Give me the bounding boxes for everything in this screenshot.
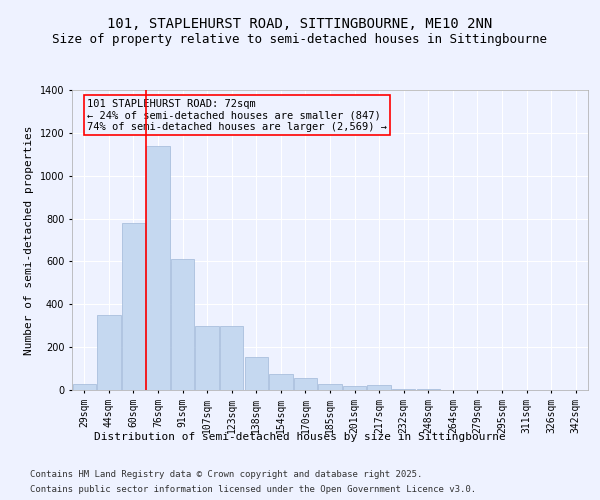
Bar — [73, 384, 96, 390]
Text: 101, STAPLEHURST ROAD, SITTINGBOURNE, ME10 2NN: 101, STAPLEHURST ROAD, SITTINGBOURNE, ME… — [107, 18, 493, 32]
Bar — [245, 357, 268, 390]
Bar — [196, 326, 219, 390]
Text: 101 STAPLEHURST ROAD: 72sqm
← 24% of semi-detached houses are smaller (847)
74% : 101 STAPLEHURST ROAD: 72sqm ← 24% of sem… — [87, 98, 387, 132]
Text: Contains HM Land Registry data © Crown copyright and database right 2025.: Contains HM Land Registry data © Crown c… — [30, 470, 422, 479]
Text: Contains public sector information licensed under the Open Government Licence v3: Contains public sector information licen… — [30, 485, 476, 494]
Y-axis label: Number of semi-detached properties: Number of semi-detached properties — [24, 125, 34, 355]
Bar — [220, 326, 244, 390]
Bar — [319, 384, 341, 390]
Bar — [392, 389, 415, 390]
Text: Size of property relative to semi-detached houses in Sittingbourne: Size of property relative to semi-detach… — [53, 32, 548, 46]
Bar — [343, 386, 366, 390]
Bar — [97, 315, 121, 390]
Bar — [171, 260, 194, 390]
Bar — [367, 384, 391, 390]
Bar — [122, 223, 145, 390]
Bar — [146, 146, 170, 390]
Bar — [294, 378, 317, 390]
Bar — [269, 374, 293, 390]
Text: Distribution of semi-detached houses by size in Sittingbourne: Distribution of semi-detached houses by … — [94, 432, 506, 442]
